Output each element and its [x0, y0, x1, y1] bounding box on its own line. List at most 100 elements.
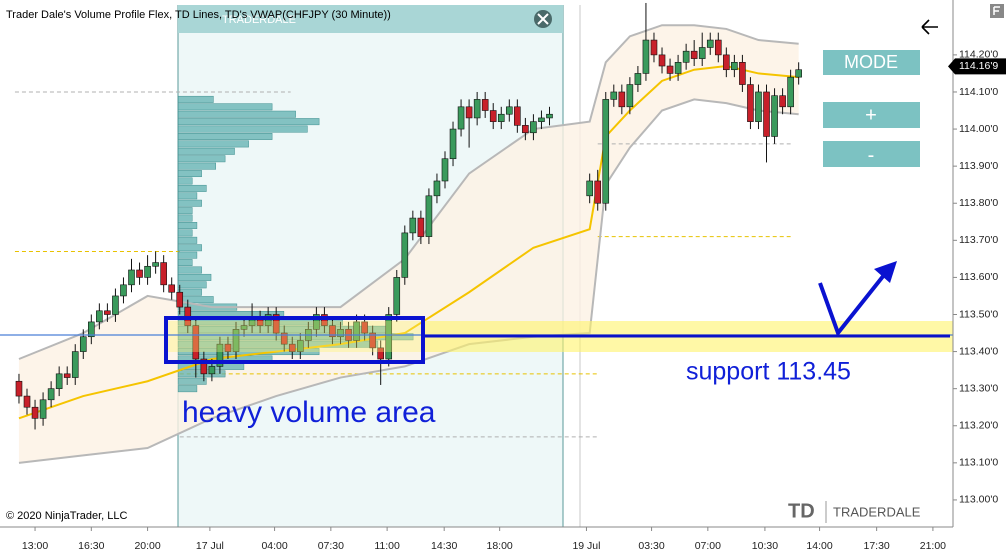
candle-body: [714, 39, 722, 56]
x-tick-label: 03:30: [638, 540, 664, 552]
candle-body: [63, 373, 71, 378]
candle-body: [128, 269, 135, 286]
candle-body: [522, 125, 529, 134]
y-tick-label: 113.70'0: [959, 234, 998, 246]
x-tick-label: 07:00: [695, 540, 721, 552]
candle-body: [658, 54, 666, 67]
candle-body: [457, 106, 465, 130]
candle-body: [47, 388, 55, 401]
candle-body: [546, 113, 553, 119]
candle-body: [626, 84, 634, 108]
volume-bar: [177, 118, 320, 126]
button-label[interactable]: +: [865, 104, 877, 126]
candle-body: [674, 62, 682, 74]
candle-body: [168, 284, 175, 293]
volume-bar: [177, 177, 193, 185]
minus-button[interactable]: [823, 141, 920, 167]
candle-body: [216, 343, 224, 367]
candle-body: [771, 95, 778, 137]
volume-bar: [177, 192, 198, 200]
plus-button[interactable]: [823, 102, 920, 128]
candle-body: [698, 47, 706, 59]
volume-bar: [177, 222, 198, 229]
candle-body: [104, 310, 111, 315]
candle-body: [23, 395, 31, 408]
candle-body: [530, 121, 537, 134]
candle-body: [224, 343, 232, 352]
candle-body: [787, 76, 794, 108]
candle-body: [240, 325, 248, 330]
y-tick-label: 113.60'0: [959, 271, 998, 283]
volume-bar: [177, 259, 193, 267]
candle-body: [538, 117, 545, 122]
back-icon[interactable]: [921, 19, 938, 35]
y-tick-label: 113.80'0: [959, 197, 998, 209]
volume-bar: [177, 184, 207, 192]
y-tick-label: 113.20'0: [959, 420, 998, 432]
x-tick-label: 21:00: [920, 540, 946, 552]
volume-bar: [177, 207, 193, 215]
y-tick-label: 113.00'0: [959, 494, 998, 506]
logo-mark: TD: [788, 500, 815, 522]
candle-body: [377, 347, 384, 360]
volume-bar: [177, 140, 249, 148]
candle-body: [321, 314, 328, 326]
candle-body: [232, 329, 240, 352]
f-icon: [993, 6, 1000, 15]
logo-name: TRADERDALE: [833, 504, 921, 519]
arrow-head: [874, 261, 897, 283]
candle-body: [288, 343, 296, 352]
button-label[interactable]: MODE: [844, 52, 898, 72]
candle-body: [779, 95, 786, 108]
volume-bar: [177, 266, 202, 274]
volume-bar: [177, 385, 198, 393]
overlay: heavy volume area support 113.45 TRADERD…: [0, 5, 953, 523]
volume-bar: [177, 214, 193, 222]
candle-body: [505, 106, 513, 115]
candle-body: [55, 373, 63, 389]
candle-body: [594, 180, 602, 204]
mode-button[interactable]: [823, 50, 920, 75]
candle-body: [337, 329, 344, 338]
support-highlight: [166, 321, 423, 352]
candle-body: [313, 314, 320, 330]
annotation: support 113.45: [686, 358, 851, 386]
candle-body: [208, 366, 216, 375]
candle-body: [747, 84, 754, 122]
x-tick-label: 20:00: [134, 540, 160, 552]
y-tick-label: 113.10'0: [959, 457, 998, 469]
heavy-volume-box: [164, 316, 425, 364]
close-icon: [537, 13, 549, 25]
volume-bar: [177, 281, 207, 289]
candle-body: [393, 277, 401, 315]
y-tick-label: 113.40'0: [959, 345, 998, 357]
candle-body: [79, 336, 87, 352]
y-tick-label: 113.50'0: [959, 308, 998, 320]
candle-body: [481, 99, 489, 111]
watermark: TRADERDALE: [222, 14, 296, 26]
candle-body: [514, 106, 521, 126]
candle-body: [465, 106, 473, 119]
candle-body: [795, 69, 802, 78]
candle-body: [369, 332, 376, 349]
candle-body: [650, 39, 658, 56]
volume-bar: [177, 251, 198, 259]
volume-bar: [177, 133, 273, 140]
candle-body: [385, 314, 393, 360]
volume-bar: [177, 273, 212, 281]
last-price-tag: [948, 58, 1006, 75]
volume-bar: [177, 340, 379, 348]
candle-body: [88, 321, 95, 338]
candle-body: [642, 39, 650, 74]
candle-body: [264, 314, 272, 326]
y-tick-label: 114.10'0: [959, 86, 998, 98]
candle-body: [15, 380, 23, 397]
candle-body: [31, 406, 39, 419]
x-tick-label: 04:00: [261, 540, 287, 552]
candle-body: [297, 340, 304, 352]
candle-body: [723, 54, 730, 71]
axes: 113.00'0 113.10'0 113.20'0 113.30'0 113.40'0…: [22, 49, 1006, 552]
annotation: heavy volume area: [182, 396, 436, 429]
button-label[interactable]: -: [868, 144, 875, 166]
